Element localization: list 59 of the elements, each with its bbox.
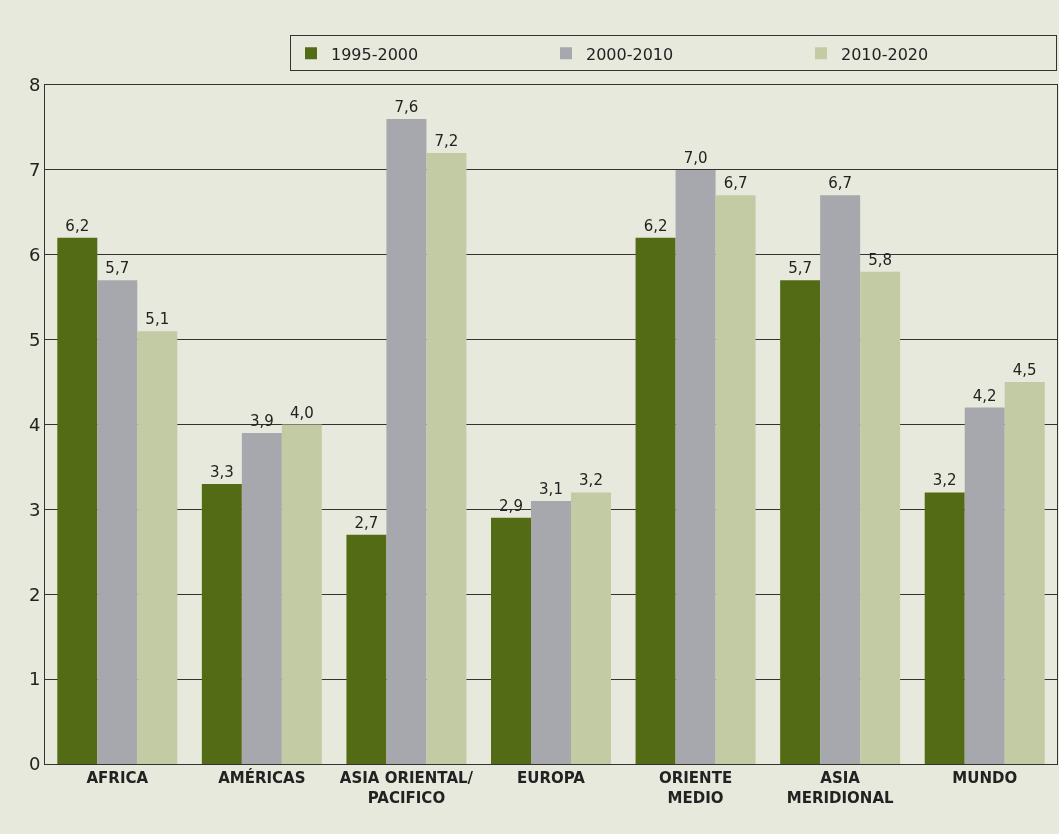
bar [780,280,821,764]
bar [964,407,1005,764]
bar [820,195,861,764]
bar [924,492,965,764]
bar [201,483,242,764]
bar [635,237,676,764]
bar [386,118,427,764]
data-label: 5,1 [145,310,170,329]
data-label: 6,2 [65,216,90,235]
bar [531,500,571,764]
bar [860,271,901,764]
y-tick-label: 3 [28,498,41,520]
data-label: 5,7 [105,259,130,278]
legend-label: 2010-2020 [841,44,929,64]
data-label: 5,8 [868,250,893,269]
data-label: 5,7 [788,259,813,278]
data-label: 3,1 [539,479,563,498]
x-tick-label: MUNDO [952,769,1018,787]
bar [491,517,531,764]
data-label: 4,2 [972,386,997,405]
data-label: 3,2 [579,471,603,490]
data-label: 4,5 [1012,361,1037,380]
data-label: 2,7 [354,513,379,532]
data-label: 6,7 [828,174,853,193]
bar [715,195,756,764]
bar [57,237,98,764]
data-label: 3,3 [209,462,234,481]
bar [346,534,387,764]
data-label: 7,0 [683,148,708,167]
legend-label: 2000-2010 [586,44,674,64]
data-label: 7,6 [394,97,419,116]
data-label: 4,0 [289,403,314,422]
legend-label: 1995-2000 [331,44,419,64]
data-label: 6,7 [723,174,748,193]
bar [1004,382,1045,764]
x-tick-label: ASIA ORIENTAL/ PACIFICO [339,769,474,807]
bar [281,424,322,764]
x-tick-label: EUROPA [517,769,586,787]
x-tick-label: ORIENTE MEDIO [658,769,733,807]
y-tick-label: 6 [28,244,41,266]
bar [571,492,611,764]
bar [241,432,282,764]
bar [426,152,467,764]
data-label: 6,2 [643,216,668,235]
y-tick-label: 1 [28,668,41,690]
data-label: 7,2 [434,131,459,150]
bar [137,331,178,764]
y-tick-label: 7 [28,159,41,181]
x-tick-label: AMÉRICAS [218,768,306,787]
y-tick-label: 4 [28,413,41,435]
bar [97,280,138,764]
bar [675,169,716,764]
y-tick-label: 2 [28,583,41,605]
x-tick-label: ASIA MERIDIONAL [786,769,894,807]
y-tick-label: 5 [28,328,41,350]
x-tick-label: AFRICA [86,769,149,787]
data-label: 3,2 [932,471,957,490]
y-tick-label: 8 [28,74,41,96]
y-tick-label: 0 [28,753,41,775]
